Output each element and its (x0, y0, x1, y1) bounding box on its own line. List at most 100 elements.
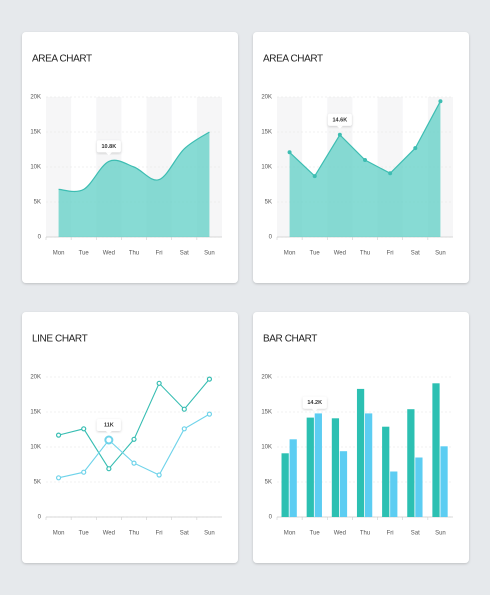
x-tick-label: Tue (310, 251, 321, 257)
tooltip-label: 14.2K (307, 400, 322, 406)
bar (314, 413, 322, 517)
x-tick-label: Tue (79, 251, 90, 257)
card (22, 312, 238, 563)
tooltip-pointer (105, 431, 112, 434)
bar (440, 446, 448, 517)
x-tick-label: Sun (204, 251, 215, 257)
marker (81, 469, 87, 475)
chart-title: AREA CHART (263, 54, 323, 65)
marker (55, 475, 62, 481)
marker (106, 466, 112, 472)
x-tick-label: Wed (334, 251, 346, 257)
y-tick-label: 5K (265, 480, 272, 486)
x-tick-label: Wed (103, 531, 115, 537)
y-tick-label: 0 (269, 235, 273, 241)
x-tick-label: Sun (435, 251, 446, 257)
bar (365, 413, 373, 517)
x-tick-label: Wed (334, 531, 346, 537)
x-tick-label: Sat (411, 251, 420, 257)
x-tick-label: Fri (387, 531, 394, 537)
x-tick-label: Thu (360, 251, 370, 257)
marker (287, 150, 292, 155)
bar (390, 471, 398, 517)
marker (181, 426, 187, 432)
y-tick-label: 15K (261, 410, 272, 416)
x-tick-label: Tue (310, 531, 321, 537)
tooltip (302, 396, 327, 409)
area (289, 101, 441, 237)
tooltip-label: 10.8K (102, 144, 117, 150)
x-tick-label: Thu (129, 251, 139, 257)
bar (289, 439, 297, 517)
marker (131, 436, 137, 442)
tooltip (96, 140, 121, 153)
marker (104, 435, 114, 445)
x-tick-label: Mon (284, 531, 296, 537)
tooltip-pointer (336, 125, 343, 129)
tooltip (327, 113, 352, 126)
marker (181, 406, 187, 412)
marker (438, 99, 443, 104)
bar (382, 426, 390, 517)
x-tick-label: Sat (411, 531, 420, 537)
y-tick-label: 20K (261, 375, 272, 381)
x-tick-label: Sat (180, 531, 189, 537)
y-tick-label: 0 (38, 515, 42, 521)
chart-title: LINE CHART (32, 334, 88, 345)
bar (281, 453, 289, 517)
y-tick-label: 20K (261, 95, 272, 101)
bar (356, 388, 365, 517)
y-tick-label: 10K (261, 445, 272, 451)
x-tick-label: Tue (79, 531, 90, 537)
marker (206, 411, 213, 417)
marker (337, 132, 342, 137)
x-tick-label: Mon (284, 251, 296, 257)
marker (388, 171, 393, 176)
bar (339, 451, 348, 517)
bar (415, 457, 423, 517)
bar (306, 417, 314, 517)
area-line (58, 131, 210, 193)
marker (81, 426, 87, 432)
chart-title: BAR CHART (263, 334, 317, 345)
x-tick-label: Fri (156, 531, 163, 537)
y-tick-label: 20K (30, 375, 41, 381)
y-tick-label: 5K (34, 480, 41, 486)
y-tick-label: 20K (30, 95, 41, 101)
marker (413, 146, 418, 151)
bar (407, 409, 415, 517)
marker (312, 174, 317, 179)
y-tick-label: 10K (30, 445, 41, 451)
tooltip-pointer (105, 152, 112, 156)
tooltip-pointer (311, 408, 318, 412)
marker (363, 158, 367, 162)
marker (55, 432, 62, 438)
y-tick-label: 0 (38, 235, 42, 241)
tooltip-label: 11K (104, 422, 114, 428)
y-tick-label: 10K (261, 165, 272, 171)
x-tick-label: Thu (360, 531, 370, 537)
x-tick-label: Fri (156, 251, 163, 257)
tooltip-label: 14.6K (333, 117, 348, 123)
chart-title: AREA CHART (32, 54, 92, 65)
bar (331, 418, 340, 517)
y-tick-label: 15K (261, 130, 272, 136)
area (58, 132, 210, 237)
y-tick-label: 5K (34, 200, 41, 206)
x-tick-label: Sat (180, 251, 189, 257)
marker (156, 380, 162, 386)
tooltip (96, 419, 121, 431)
x-tick-label: Sun (435, 531, 446, 537)
x-tick-label: Fri (387, 251, 394, 257)
x-tick-label: Wed (103, 251, 115, 257)
x-tick-label: Thu (129, 531, 139, 537)
x-tick-label: Mon (53, 251, 65, 257)
y-tick-label: 10K (30, 165, 41, 171)
marker (131, 460, 137, 466)
y-tick-label: 15K (30, 130, 41, 136)
x-tick-label: Sun (204, 531, 215, 537)
y-tick-label: 15K (30, 410, 41, 416)
marker (206, 376, 213, 382)
marker (156, 472, 162, 478)
